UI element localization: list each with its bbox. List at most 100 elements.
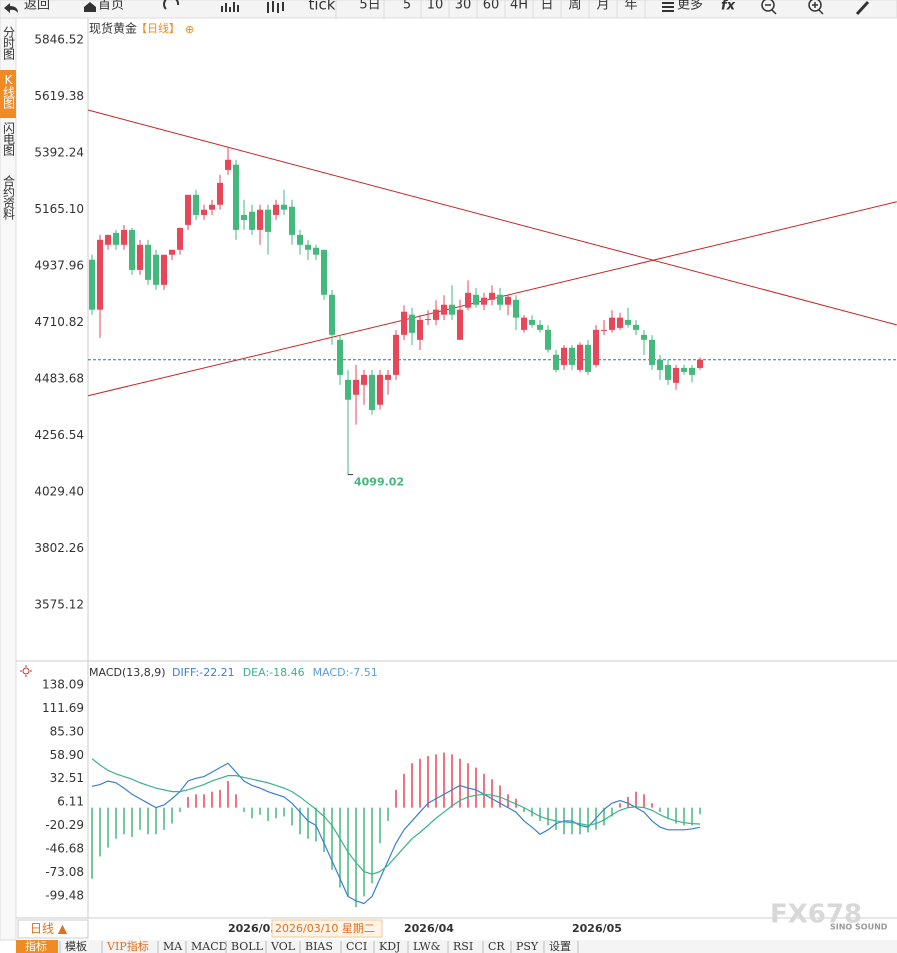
legend-entry: DEA:-18.46 (243, 666, 305, 679)
tab[interactable]: BIAS (305, 940, 333, 953)
y-tick-label: -73.08 (45, 865, 84, 879)
period-button-label[interactable]: 日线 ▲ (30, 922, 68, 936)
macd-bar (515, 798, 517, 808)
tab[interactable]: MA (163, 940, 183, 953)
period-option[interactable]: 5 (403, 0, 411, 13)
y-tick-label: 111.69 (42, 701, 84, 715)
period-option[interactable]: 5日 (359, 0, 380, 13)
macd-bar (539, 807, 541, 821)
macd-bar (475, 767, 477, 808)
tab[interactable]: CR (488, 940, 505, 953)
tab[interactable]: PSY (516, 940, 539, 953)
tab[interactable]: BOLL (231, 940, 264, 953)
draw-icon[interactable] (855, 0, 870, 16)
candle-body (121, 229, 127, 245)
macd-bar (603, 807, 605, 826)
candle-body (681, 367, 687, 372)
more-button[interactable]: 更多 (677, 0, 703, 13)
y-tick-label: 32.51 (50, 771, 84, 785)
period-option[interactable]: 月 (596, 0, 609, 13)
macd-bar (635, 791, 637, 808)
tab[interactable]: 指标 (25, 939, 47, 953)
tab[interactable]: 模板 (65, 939, 87, 953)
legend-entry: MACD:-7.51 (313, 666, 378, 679)
sidebar-item[interactable]: 闪电图 (2, 122, 16, 156)
candle-body (473, 294, 479, 305)
candle-body (225, 159, 231, 170)
macd-bar (315, 807, 317, 842)
home-button[interactable]: 首页 (98, 0, 124, 13)
macd-bar (219, 789, 221, 808)
period-option[interactable]: 周 (568, 0, 581, 13)
refresh-icon[interactable] (163, 0, 180, 10)
macd-bar (251, 807, 253, 819)
period-option[interactable]: 60 (483, 0, 500, 13)
macd-bar (379, 807, 381, 844)
y-tick-label: 4483.68 (34, 371, 84, 385)
macd-bar (419, 758, 421, 808)
period-option[interactable]: 年 (624, 0, 637, 13)
tab[interactable]: VOL (270, 940, 296, 953)
macd-bar (451, 754, 453, 808)
candle-body (177, 227, 183, 250)
period-option[interactable]: 30 (455, 0, 472, 13)
candle-body (641, 334, 647, 340)
back-button[interactable]: 返回 (24, 0, 50, 13)
sidebar-item[interactable]: K线图 (2, 73, 16, 109)
sidebar-item[interactable]: 合约资料 (2, 174, 16, 220)
cursor-box (271, 919, 383, 938)
y-tick-label: 58.90 (50, 748, 84, 762)
candle-icon[interactable] (267, 1, 284, 13)
tab[interactable]: RSI (453, 940, 473, 953)
candle-body (497, 294, 503, 305)
y-tick-label: 6.11 (57, 795, 84, 809)
macd-bar (443, 752, 445, 808)
candle-body (529, 319, 535, 325)
candle-body (585, 344, 591, 372)
tab[interactable]: 设置 (549, 940, 571, 953)
cursor-label: 2026/03/10 星期二 (275, 922, 375, 935)
y-tick-label: 3575.12 (34, 597, 84, 611)
legend-entry: DIFF:-22.21 (172, 666, 235, 679)
period-option[interactable]: 日 (540, 0, 553, 13)
candle-body (105, 234, 111, 245)
sidebar-item[interactable]: 分时图 (2, 26, 16, 60)
zoom-in-icon[interactable] (808, 0, 822, 12)
candle-body (241, 214, 247, 220)
macd-bar (627, 796, 629, 808)
fx-button[interactable]: fx (721, 0, 736, 14)
title-icon[interactable]: ⊕ (185, 23, 194, 36)
candle-body (97, 239, 103, 310)
period-option[interactable]: 4H (510, 0, 528, 13)
macd-bar (195, 794, 197, 808)
candle-body (569, 347, 575, 365)
back-icon[interactable] (4, 3, 18, 13)
candle-body (329, 294, 335, 335)
macd-bar (291, 807, 293, 826)
macd-bar (683, 807, 685, 826)
more-icon[interactable] (662, 2, 674, 12)
settings-icon[interactable] (22, 667, 30, 675)
candle-body (665, 364, 671, 380)
tab[interactable]: KDJ (379, 940, 400, 953)
home-icon[interactable] (84, 2, 96, 12)
tab[interactable]: CCI (346, 940, 367, 953)
sidebar (0, 17, 17, 941)
macd-line (91, 762, 701, 905)
tab[interactable]: VIP指标 (106, 939, 149, 953)
tab[interactable]: LW& (413, 940, 441, 953)
candle-body (425, 318, 431, 320)
macd-bar (307, 807, 309, 839)
period-option[interactable]: tick (309, 0, 336, 14)
candle-body (449, 304, 455, 315)
candle-body (361, 374, 367, 385)
period-button[interactable] (17, 919, 89, 939)
watermark: FX678 (770, 900, 862, 930)
chart-icon[interactable] (221, 2, 239, 12)
y-tick-label: 4256.54 (34, 428, 84, 442)
zoom-out-icon[interactable] (761, 0, 775, 12)
tab[interactable]: MACD (191, 940, 228, 953)
candle-body (553, 354, 559, 370)
period-option[interactable]: 10 (427, 0, 444, 13)
